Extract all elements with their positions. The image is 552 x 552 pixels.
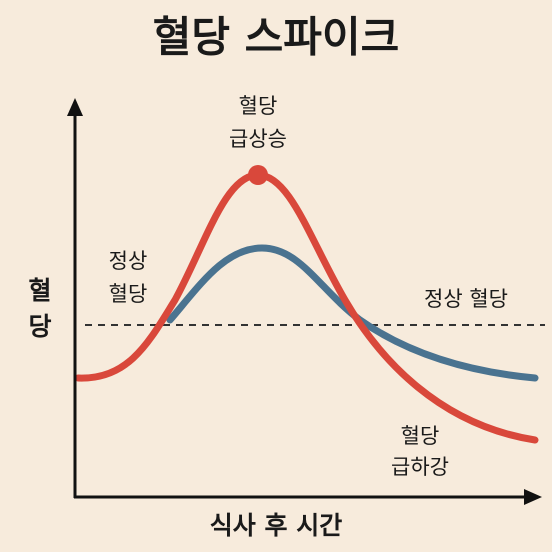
normal-line-label: 정상 혈당 — [424, 287, 508, 311]
normal-label: 혈당 — [109, 282, 148, 306]
x-arrow — [524, 489, 542, 505]
y-axis-label: 당 — [28, 312, 51, 341]
spike-label: 급상승 — [229, 127, 287, 151]
y-axis-label: 혈 — [28, 276, 51, 305]
spike-label: 혈당 — [239, 94, 278, 118]
y-arrow — [67, 98, 83, 116]
title: 혈당 스파이크 — [153, 13, 399, 62]
spike-curve — [74, 171, 539, 444]
normal-label: 정상 — [109, 249, 148, 273]
stable-curve — [166, 244, 539, 382]
peak-dot — [248, 165, 268, 185]
drop-label: 급하강 — [391, 455, 449, 479]
drop-label: 혈당 — [401, 424, 440, 448]
x-axis-label: 식사 후 시간 — [210, 511, 342, 540]
